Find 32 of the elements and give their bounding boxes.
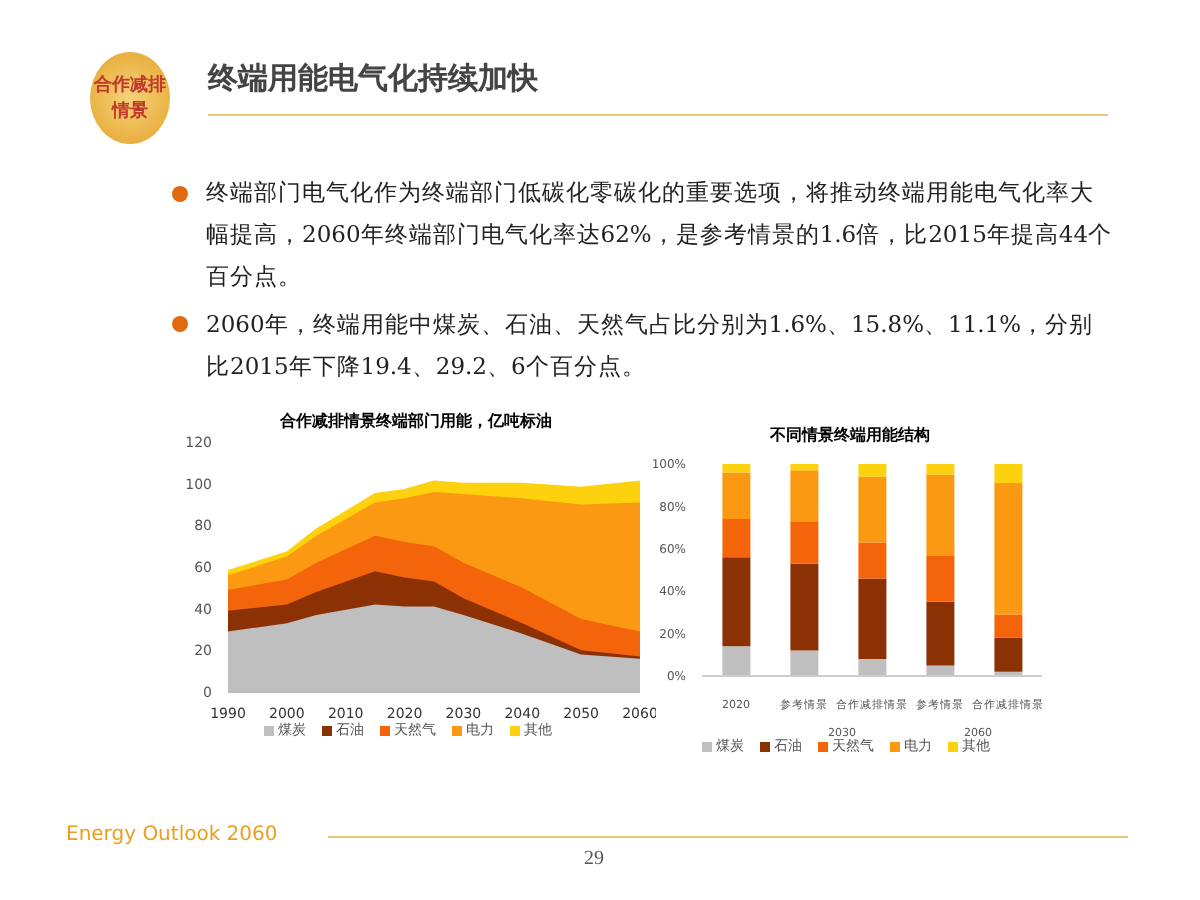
bar [926, 464, 955, 475]
bar [926, 474, 955, 556]
bar [790, 521, 819, 564]
bar [722, 519, 751, 558]
bar [858, 542, 887, 579]
chart-title: 合作减排情景终端部门用能，亿吨标油 [278, 410, 554, 434]
bar [858, 476, 887, 543]
bar [994, 614, 1023, 638]
text: Energy Outlook 2060 [66, 824, 278, 846]
bar [994, 637, 1023, 672]
bar [858, 464, 887, 477]
bar [722, 646, 751, 676]
bar [926, 555, 955, 602]
bar [926, 601, 955, 666]
bar [722, 464, 751, 473]
bar [858, 659, 887, 676]
bar [926, 665, 955, 676]
bar [790, 470, 819, 522]
bar [858, 578, 887, 660]
text: 终端部门电气化作为终端部门低碳化零碳化的重要选项，将推动终端用能电气化率大幅提高，2060年终端部门电气化率达62%，是参考情景的1.6倍，比2015年提高44个百分点。 [206, 176, 1115, 294]
text: 29 [584, 848, 604, 870]
bar [722, 472, 751, 520]
text: 2060年，终端用能中煤炭、石油、天然气占比分别为1.6%、15.8%、11.1%，分别比2015年下降19.4、29.2、6个百分点。 [206, 308, 1096, 384]
bar [722, 557, 751, 647]
bar [994, 464, 1023, 484]
chart-title: 不同情景终端用能结构 [768, 424, 932, 448]
bar [790, 464, 819, 471]
text: 合作减排情景 [92, 74, 168, 126]
bar [790, 650, 819, 676]
bar [790, 563, 819, 651]
text: 终端用能电气化持续加快 [208, 60, 538, 98]
bar [994, 483, 1023, 615]
